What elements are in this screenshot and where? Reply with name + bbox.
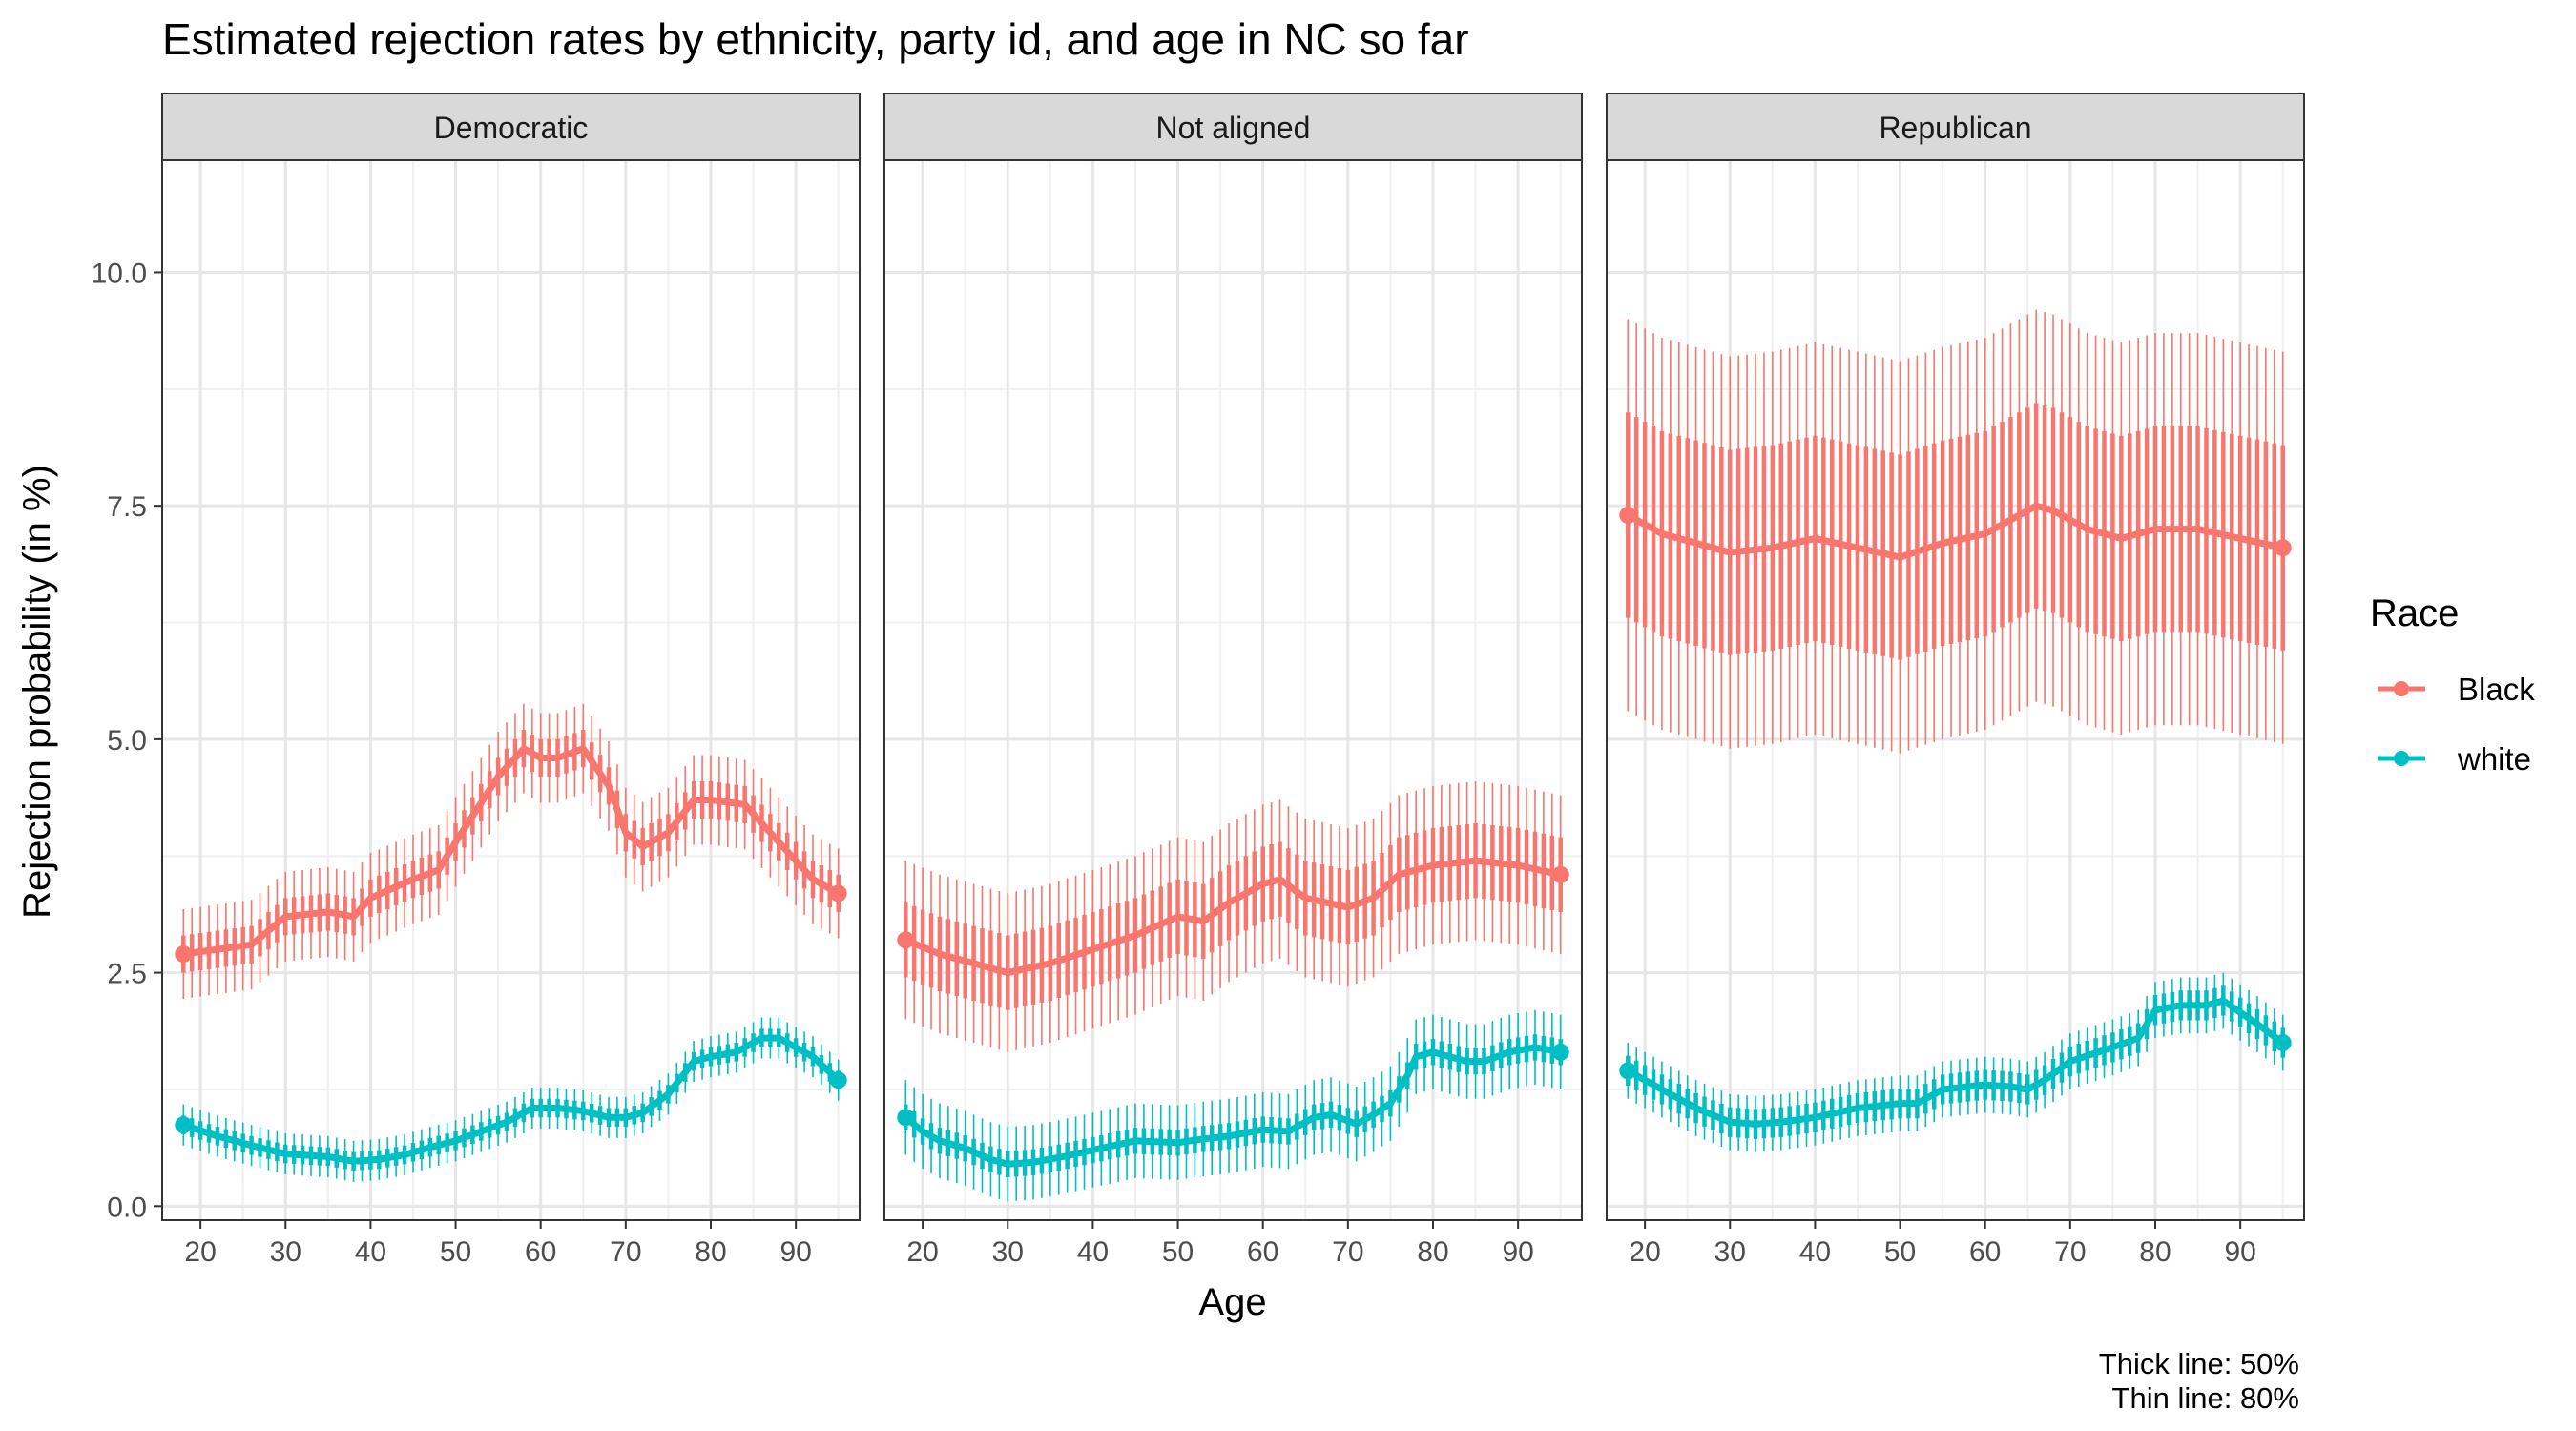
x-tick-label: 60: [525, 1236, 556, 1268]
x-tick-label: 60: [1969, 1236, 2001, 1268]
median-line-black: [179, 745, 842, 958]
x-tick-label: 30: [1714, 1236, 1746, 1268]
point-white: [1551, 1043, 1569, 1061]
x-tick-label: 40: [1799, 1236, 1831, 1268]
median-line-white: [1624, 997, 2287, 1128]
plot-area-republican: [1607, 160, 2304, 1220]
point-black: [1551, 865, 1569, 883]
point-white: [829, 1071, 847, 1089]
series-democratic-white: [175, 1017, 847, 1182]
series-democratic-black: [175, 703, 847, 1000]
x-tick-label: 90: [1502, 1236, 1533, 1268]
series-not-aligned-black: [897, 780, 1569, 1052]
panel-border-republican: [1606, 159, 2305, 1221]
panel-republican: Republican 20 30 40 50 60 70 80 90: [1606, 93, 2305, 1268]
point-black: [829, 884, 847, 902]
x-tick-label: 90: [2224, 1236, 2255, 1268]
x-tick-label: 70: [1332, 1236, 1363, 1268]
legend-label-black: Black: [2458, 672, 2535, 707]
series-not-aligned-white: [897, 1009, 1569, 1202]
point-white: [2274, 1034, 2292, 1052]
x-axis-title: Age: [1198, 1281, 1266, 1323]
panel-democratic: Democratic 20 30 40 50 60 70 80 90 0.0 2.5 5.0 7.5 10…: [92, 93, 861, 1268]
point-black: [175, 945, 193, 964]
chart-title: Estimated rejection rates by ethnicity, …: [162, 14, 1469, 64]
y-tick-label: 5.0: [107, 725, 147, 757]
plot-area-democratic: [162, 160, 860, 1220]
x-tick-label: 70: [610, 1236, 641, 1268]
caption-line-2: Thin line: 80%: [2112, 1381, 2299, 1415]
legend-key-black-point: [2394, 681, 2409, 696]
point-white: [1619, 1062, 1637, 1080]
point-black: [1619, 506, 1637, 524]
x-tick-label: 20: [184, 1236, 216, 1268]
y-tick-label: 10.0: [92, 258, 147, 289]
caption-line-1: Thick line: 50%: [2099, 1347, 2299, 1380]
legend-label-white: white: [2457, 741, 2531, 777]
x-tick-label: 40: [355, 1236, 386, 1268]
x-tick-label: 90: [779, 1236, 811, 1268]
median-line-white: [179, 1034, 842, 1165]
strip-label-democratic: Democratic: [434, 111, 589, 145]
point-white: [175, 1116, 193, 1134]
x-tick-label: 30: [992, 1236, 1024, 1268]
series-republican-white: [1619, 972, 2292, 1152]
y-tick-label: 7.5: [107, 491, 147, 523]
panel-border-democratic: [161, 159, 861, 1221]
series-republican-black: [1619, 309, 2292, 754]
x-tick-label: 20: [906, 1236, 938, 1268]
strip-label-not-aligned: Not aligned: [1156, 111, 1311, 145]
x-tick-label: 40: [1077, 1236, 1109, 1268]
legend-key-white-point: [2394, 751, 2409, 766]
median-line-white: [902, 1044, 1565, 1168]
legend-entry-white: white: [2378, 741, 2531, 777]
y-axis-title: Rejection probability (in %): [16, 465, 58, 919]
caption: Thick line: 50% Thin line: 80%: [2099, 1347, 2299, 1415]
x-tick-label: 80: [1417, 1236, 1448, 1268]
strip-democratic: [161, 93, 861, 161]
facet-panels: Democratic 20 30 40 50 60 70 80 90 0.0 2.5 5.0 7.5 10…: [92, 93, 2305, 1268]
x-tick-label: 60: [1247, 1236, 1278, 1268]
point-black: [897, 931, 915, 949]
x-tick-label: 20: [1629, 1236, 1660, 1268]
legend-title: Race: [2370, 592, 2459, 634]
panel-border-not-aligned: [883, 159, 1583, 1221]
x-tick-label: 30: [270, 1236, 301, 1268]
legend: Race Black white: [2370, 592, 2535, 777]
plot-area-not-aligned: [884, 160, 1582, 1220]
median-line-black: [1624, 502, 2287, 561]
x-tick-label: 50: [440, 1236, 471, 1268]
median-line-black: [902, 857, 1565, 977]
x-tick-label: 50: [1884, 1236, 1916, 1268]
point-black: [2274, 539, 2292, 557]
x-tick-label: 50: [1162, 1236, 1194, 1268]
legend-entry-black: Black: [2378, 672, 2535, 707]
y-tick-label: 0.0: [107, 1192, 147, 1223]
panel-not-aligned: Not aligned 20 30 40 50 60 70 80 90: [883, 93, 1583, 1268]
point-white: [897, 1109, 915, 1127]
y-tick-label: 2.5: [107, 959, 147, 990]
strip-not-aligned: [883, 93, 1583, 161]
x-tick-label: 80: [2139, 1236, 2171, 1268]
strip-label-republican: Republican: [1879, 111, 2031, 145]
x-tick-label: 70: [2054, 1236, 2086, 1268]
x-tick-label: 80: [695, 1236, 726, 1268]
